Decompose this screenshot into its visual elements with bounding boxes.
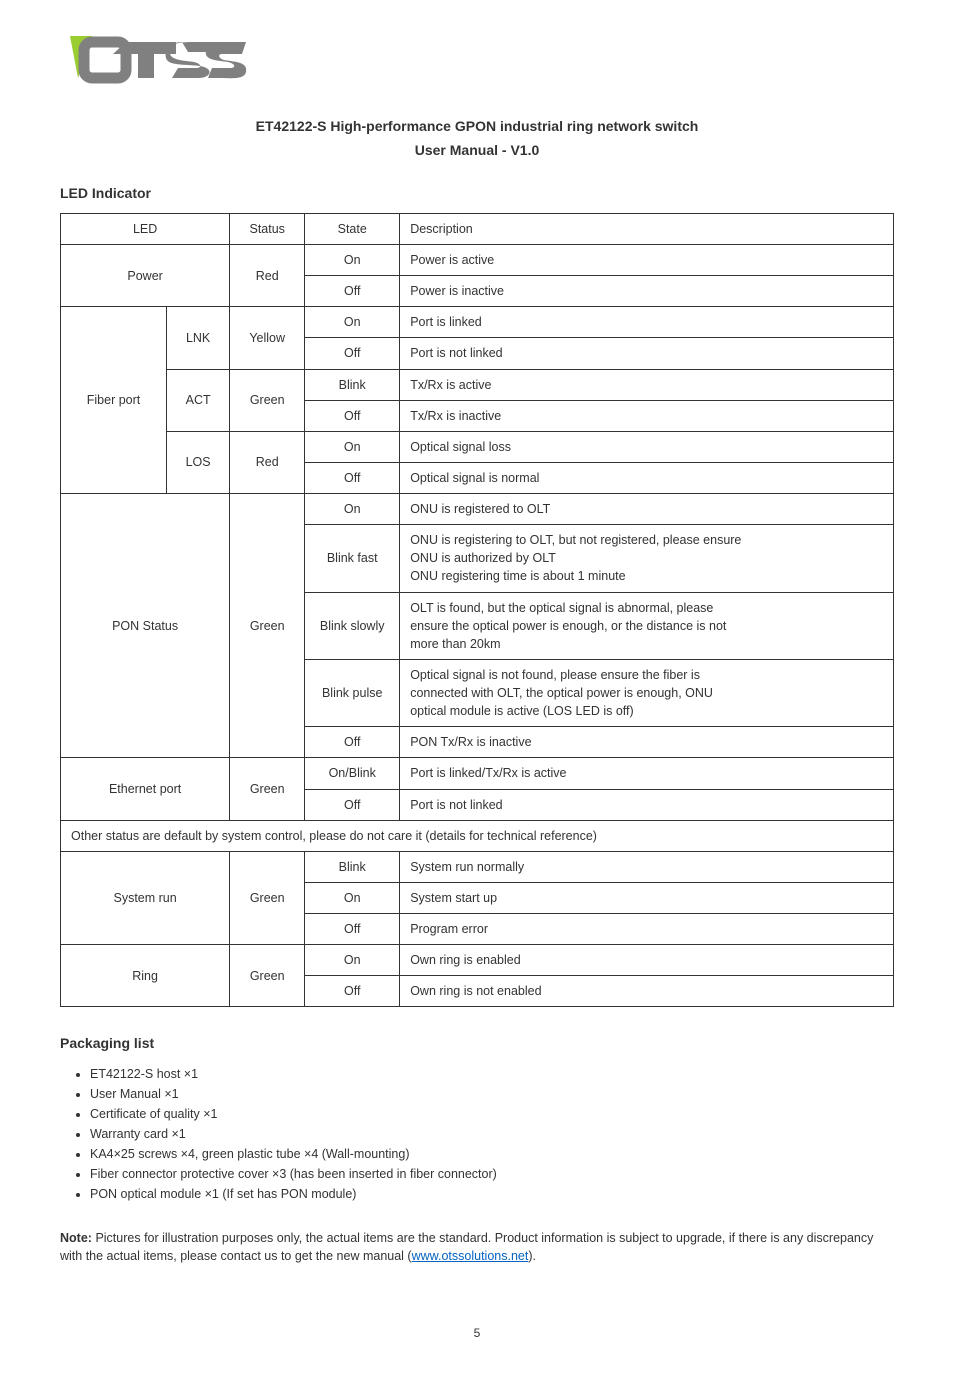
cell-desc: Power is inactive	[400, 276, 894, 307]
cell-desc: Optical signal is not found, please ensu…	[400, 659, 894, 726]
note-link[interactable]: www.otssolutions.net	[412, 1249, 529, 1263]
th-desc: Description	[400, 213, 894, 244]
cell-status: Green	[230, 369, 305, 431]
th-state: State	[305, 213, 400, 244]
packaging-list: ET42122-S host ×1User Manual ×1Certifica…	[60, 1064, 894, 1205]
cell-state: Off	[305, 727, 400, 758]
cell-state: Blink fast	[305, 525, 400, 592]
table-row: LOSRedOnOptical signal loss	[61, 431, 894, 462]
note-text-after: ).	[528, 1249, 536, 1263]
cell-led: Power	[61, 245, 230, 307]
cell-desc: Program error	[400, 914, 894, 945]
cell-state: On	[305, 431, 400, 462]
table-row: Other status are default by system contr…	[61, 820, 894, 851]
cell-led: System run	[61, 851, 230, 944]
cell-state: Off	[305, 976, 400, 1007]
table-row: RingGreenOnOwn ring is enabled	[61, 945, 894, 976]
table-row: System runGreenBlinkSystem run normally	[61, 851, 894, 882]
cell-desc: Port is not linked	[400, 338, 894, 369]
table-row: Fiber portLNKYellowOnPort is linked	[61, 307, 894, 338]
cell-status: Yellow	[230, 307, 305, 369]
cell-state: Off	[305, 400, 400, 431]
cell-state: Off	[305, 338, 400, 369]
cell-state: Blink	[305, 851, 400, 882]
cell-state: Off	[305, 914, 400, 945]
table-row: PON StatusGreenOnONU is registered to OL…	[61, 494, 894, 525]
led-section-title: LED Indicator	[60, 183, 894, 203]
cell-state: On	[305, 307, 400, 338]
cell-state: Blink	[305, 369, 400, 400]
cell-status: Green	[230, 758, 305, 820]
list-item: KA4×25 screws ×4, green plastic tube ×4 …	[90, 1144, 894, 1164]
cell-led: Ring	[61, 945, 230, 1007]
cell-state: Off	[305, 462, 400, 493]
list-item: Warranty card ×1	[90, 1124, 894, 1144]
cell-status: Green	[230, 494, 305, 758]
cell-state: On	[305, 494, 400, 525]
cell-desc: ONU is registered to OLT	[400, 494, 894, 525]
cell-desc: Tx/Rx is inactive	[400, 400, 894, 431]
cell-desc: OLT is found, but the optical signal is …	[400, 592, 894, 659]
list-item: ET42122-S host ×1	[90, 1064, 894, 1084]
cell-desc: PON Tx/Rx is inactive	[400, 727, 894, 758]
cell-desc: Own ring is enabled	[400, 945, 894, 976]
th-status: Status	[230, 213, 305, 244]
cell-sub: LNK	[167, 307, 230, 369]
cell-desc: Port is linked	[400, 307, 894, 338]
cell-state: On	[305, 882, 400, 913]
cell-status: Green	[230, 851, 305, 944]
cell-desc: Optical signal is normal	[400, 462, 894, 493]
list-item: Certificate of quality ×1	[90, 1104, 894, 1124]
cell-sub: ACT	[167, 369, 230, 431]
cell-desc: Port is linked/Tx/Rx is active	[400, 758, 894, 789]
page-number: 5	[60, 1325, 894, 1342]
cell-state: Blink pulse	[305, 659, 400, 726]
list-item: PON optical module ×1 (If set has PON mo…	[90, 1184, 894, 1204]
cell-state: Off	[305, 789, 400, 820]
packaging-title: Packaging list	[60, 1033, 894, 1053]
full-span-note: Other status are default by system contr…	[61, 820, 894, 851]
cell-desc: Port is not linked	[400, 789, 894, 820]
product-title: ET42122-S High-performance GPON industri…	[60, 116, 894, 136]
cell-desc: System start up	[400, 882, 894, 913]
cell-desc: Optical signal loss	[400, 431, 894, 462]
cell-state: On/Blink	[305, 758, 400, 789]
table-row: PowerRedOnPower is active	[61, 245, 894, 276]
cell-led: Ethernet port	[61, 758, 230, 820]
list-item: Fiber connector protective cover ×3 (has…	[90, 1164, 894, 1184]
note-label: Note:	[60, 1231, 92, 1245]
cell-status: Red	[230, 431, 305, 493]
cell-desc: Tx/Rx is active	[400, 369, 894, 400]
cell-state: Blink slowly	[305, 592, 400, 659]
cell-desc: Own ring is not enabled	[400, 976, 894, 1007]
cell-desc: System run normally	[400, 851, 894, 882]
cell-state: On	[305, 945, 400, 976]
cell-sub: LOS	[167, 431, 230, 493]
cell-status: Red	[230, 245, 305, 307]
product-subtitle: User Manual - V1.0	[60, 140, 894, 160]
logo	[60, 28, 894, 90]
cell-state: Off	[305, 276, 400, 307]
cell-led: Fiber port	[61, 307, 167, 494]
cell-state: On	[305, 245, 400, 276]
cell-status: Green	[230, 945, 305, 1007]
cell-desc: Power is active	[400, 245, 894, 276]
led-indicator-table: LEDStatusStateDescriptionPowerRedOnPower…	[60, 213, 894, 1008]
list-item: User Manual ×1	[90, 1084, 894, 1104]
table-row: Ethernet portGreenOn/BlinkPort is linked…	[61, 758, 894, 789]
note-block: Note: Pictures for illustration purposes…	[60, 1229, 894, 1265]
cell-desc: ONU is registering to OLT, but not regis…	[400, 525, 894, 592]
th-led: LED	[61, 213, 230, 244]
cell-led: PON Status	[61, 494, 230, 758]
table-row: ACTGreenBlinkTx/Rx is active	[61, 369, 894, 400]
